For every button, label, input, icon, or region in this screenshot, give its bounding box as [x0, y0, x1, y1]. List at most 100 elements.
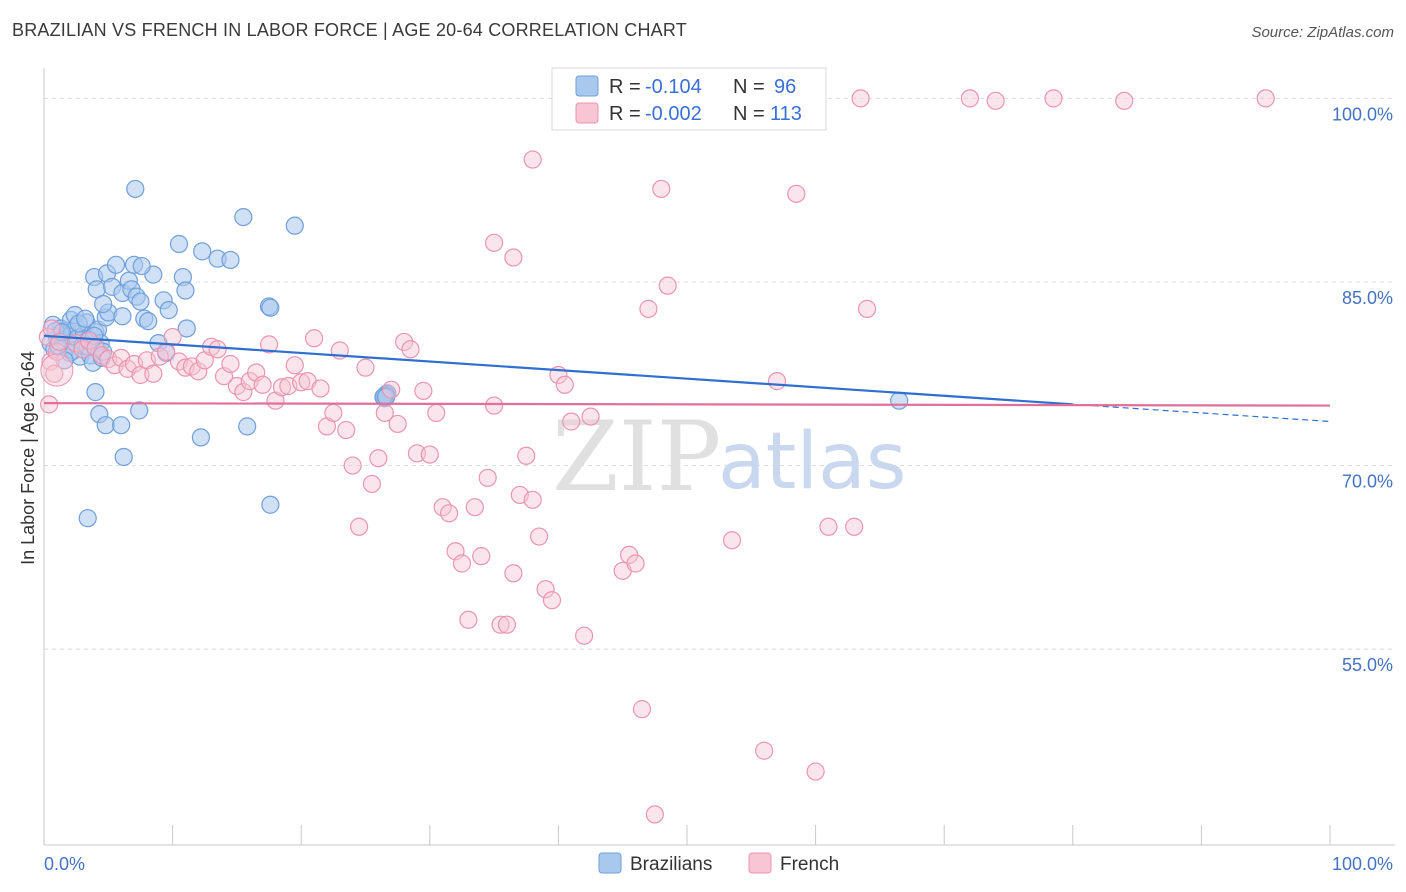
point-french-108 — [485, 233, 504, 252]
point-brazilians-80 — [114, 447, 133, 467]
point-brazilians-52 — [139, 312, 158, 331]
legend-n-label-french: N = — [733, 103, 765, 125]
point-brazilians-82 — [261, 495, 280, 514]
watermark-zip: ZIP — [552, 401, 721, 513]
point-brazilians-45 — [106, 255, 126, 274]
legend-n-label-brazilians: N = — [733, 76, 765, 98]
trend-line-french — [43, 402, 1331, 407]
point-french-73 — [491, 615, 510, 634]
point-brazilians-73 — [86, 383, 105, 402]
point-french-75 — [504, 564, 523, 583]
point-french-95 — [787, 184, 806, 203]
point-french-52 — [356, 358, 375, 377]
point-french-110 — [581, 407, 600, 426]
point-french-68 — [459, 610, 478, 629]
point-french-33 — [234, 383, 253, 402]
point-brazilians-69 — [285, 216, 304, 235]
point-french-91 — [658, 276, 677, 295]
series-legend-swatch-french — [748, 852, 772, 874]
point-brazilians-64 — [169, 234, 189, 254]
series-legend-label-brazilians: Brazilians — [630, 854, 712, 875]
point-french-45 — [311, 379, 330, 398]
point-french-61 — [414, 381, 433, 400]
point-french-97 — [845, 517, 864, 536]
legend-n-value-brazilians: 96 — [774, 76, 796, 98]
watermark-atlas: atlas — [718, 417, 907, 507]
point-french-41 — [285, 356, 304, 375]
point-french-81 — [542, 591, 562, 610]
point-brazilians-50 — [131, 292, 150, 311]
point-brazilians-85 — [890, 391, 909, 410]
legend-r-value-french: -0.002 — [645, 103, 702, 125]
point-brazilians-72 — [126, 179, 145, 199]
legend-n-value-french: 113 — [770, 103, 802, 125]
point-french-54 — [369, 449, 388, 468]
point-french-96 — [806, 762, 825, 781]
point-french-92 — [722, 531, 742, 550]
point-french-109 — [504, 248, 523, 267]
legend-r-label-brazilians: R = — [609, 76, 641, 98]
point-brazilians-79 — [238, 417, 257, 436]
point-french-93 — [755, 741, 774, 760]
point-french-36 — [253, 375, 272, 394]
point-french-104 — [1115, 91, 1134, 110]
point-french-59 — [401, 340, 420, 359]
legend-swatch-brazilians — [575, 75, 599, 97]
point-brazilians-78 — [191, 428, 210, 447]
series-legend-swatch-brazilians — [598, 852, 622, 874]
y-tick-label-1: 70.0% — [1342, 472, 1393, 492]
point-french-90 — [652, 179, 671, 199]
point-french-69 — [465, 498, 484, 517]
point-french-58 — [394, 332, 414, 352]
legend-swatch-french — [575, 102, 599, 124]
point-french-39 — [272, 378, 292, 397]
point-french-29 — [208, 340, 227, 359]
point-french-26 — [189, 362, 208, 381]
point-french-42 — [292, 373, 311, 392]
point-brazilians-37 — [76, 309, 95, 328]
point-french-78 — [523, 490, 542, 509]
point-brazilians-76 — [112, 416, 131, 435]
point-french-71 — [478, 468, 497, 487]
point-french-22 — [163, 327, 182, 347]
point-brazilians-65 — [193, 242, 212, 261]
axes — [43, 68, 1395, 846]
point-brazilians-42 — [94, 294, 113, 314]
point-french-85 — [575, 626, 594, 645]
trend-line-brazilians-extension — [1072, 403, 1331, 423]
point-brazilians-77 — [130, 401, 149, 420]
point-french-70 — [472, 547, 491, 566]
point-french-4 — [45, 364, 64, 383]
point-french-101 — [960, 89, 980, 108]
point-french-103 — [1044, 89, 1063, 108]
y-tick-label-0: 55.0% — [1342, 655, 1393, 675]
point-french-57 — [388, 414, 407, 434]
point-brazilians-61 — [113, 307, 132, 326]
point-french-9 — [79, 331, 99, 350]
point-french-94 — [767, 372, 787, 391]
point-french-72 — [485, 396, 504, 415]
series-french — [38, 89, 1275, 824]
stats-legend: R = -0.104 N = 96 R = -0.002 N = 113 — [551, 67, 827, 131]
series-brazilians — [41, 179, 909, 528]
point-french-74 — [497, 615, 517, 634]
point-french-102 — [986, 91, 1005, 110]
point-brazilians-58 — [177, 319, 196, 338]
point-brazilians-71 — [261, 298, 280, 317]
point-french-112 — [851, 89, 870, 108]
series-legend: Brazilians French — [598, 852, 839, 875]
series-legend-label-french: French — [780, 854, 839, 875]
point-french-88 — [626, 554, 645, 573]
point-french-44 — [304, 329, 324, 348]
legend-r-label-french: R = — [609, 103, 641, 125]
y-tick-label-3: 100.0% — [1332, 104, 1393, 124]
watermark: ZIP atlas — [552, 401, 907, 513]
y-axis-label: In Labor Force | Age 20-64 — [18, 351, 38, 565]
point-french-79 — [530, 527, 549, 546]
point-french-31 — [221, 354, 240, 374]
point-french-50 — [343, 456, 362, 475]
chart-title: BRAZILIAN VS FRENCH IN LABOR FORCE | AGE… — [12, 20, 687, 40]
point-brazilians-57 — [176, 281, 195, 300]
x-tick-label-max: 100.0% — [1332, 854, 1393, 874]
